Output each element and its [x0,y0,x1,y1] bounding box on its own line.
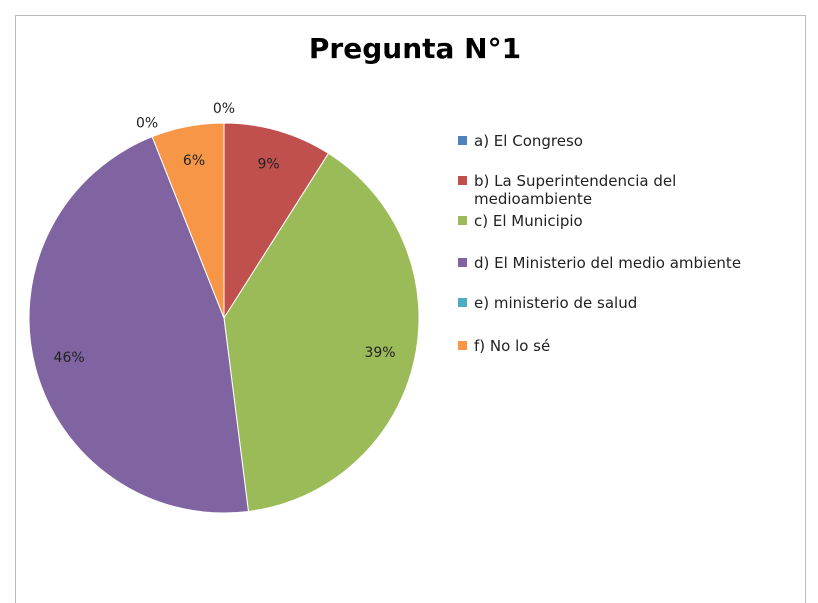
legend-entry: c) El Municipio [458,212,818,230]
chart-frame [15,15,806,603]
legend-label: a) El Congreso [474,132,583,150]
data-label: 0% [213,101,235,117]
legend-label: d) El Ministerio del medio ambiente [474,254,742,272]
legend-entry: b) La Superintendencia del medioambiente [458,172,744,208]
data-label: 39% [364,345,395,361]
legend-swatch [458,176,467,185]
pie-slice [223,122,330,320]
legend-swatch [458,341,467,350]
legend-entry: a) El Congreso [458,132,818,150]
legend-entry: e) ministerio de salud [458,294,818,312]
pie-slice [223,152,420,513]
legend-swatch [458,216,467,225]
data-label: 9% [258,156,280,172]
legend-swatch [458,136,467,145]
legend-entry: f) No lo sé [458,337,818,355]
legend-label: c) El Municipio [474,212,583,230]
data-label: 0% [136,116,158,132]
data-label: 6% [183,153,205,169]
legend-label: e) ministerio de salud [474,294,638,312]
legend-label: f) No lo sé [474,337,551,355]
data-label: 46% [54,350,85,366]
legend-label: b) La Superintendencia del medioambiente [474,172,677,208]
chart-title: Pregunta N°1 [309,32,521,65]
legend-entry: d) El Ministerio del medio ambiente [458,254,818,272]
pie-slice [151,122,225,319]
legend-swatch [458,298,467,307]
pie-slice [28,136,249,514]
legend-swatch [458,258,467,267]
